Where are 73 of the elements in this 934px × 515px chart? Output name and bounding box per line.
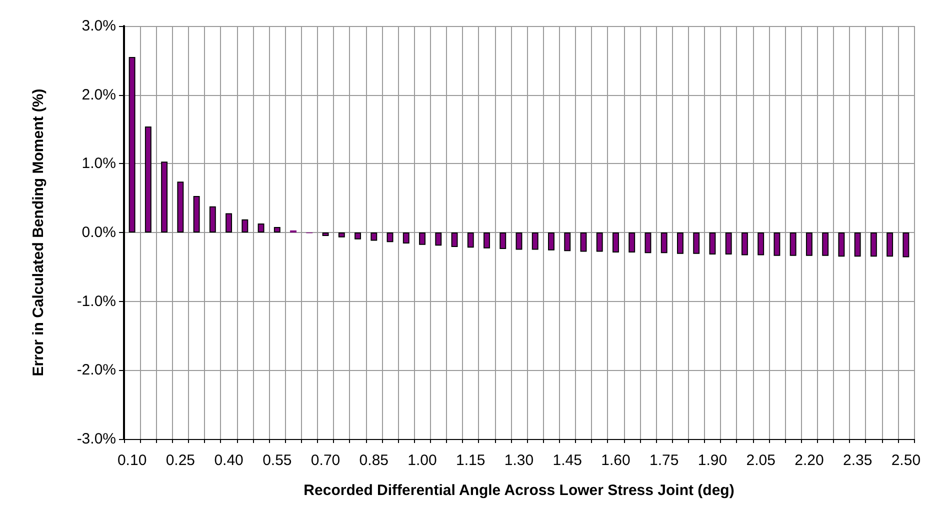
bar <box>209 206 216 232</box>
bar <box>612 232 619 252</box>
bar <box>177 182 184 232</box>
bar <box>161 162 168 232</box>
y-tick-label: -1.0% <box>76 292 116 310</box>
bar <box>758 232 764 256</box>
bar <box>596 232 603 252</box>
bar <box>322 232 329 236</box>
bar <box>484 232 490 248</box>
x-tick-label: 2.20 <box>794 452 824 469</box>
x-tick-label: 1.15 <box>456 452 486 469</box>
bar <box>644 232 652 254</box>
bar <box>274 226 280 232</box>
bar <box>370 232 378 241</box>
bar <box>677 232 684 254</box>
y-tick-label: 0.0% <box>82 224 116 241</box>
x-tick-label: 1.45 <box>552 452 582 469</box>
bar <box>467 232 474 248</box>
y-tick-label: -2.0% <box>76 362 116 379</box>
x-tick-label: 2.05 <box>746 452 776 469</box>
bar <box>386 232 394 242</box>
x-tick-label: 1.90 <box>698 452 728 469</box>
bar <box>516 232 522 250</box>
x-tick-label: 2.50 <box>891 452 921 469</box>
bar <box>870 232 877 257</box>
x-tick-label: 0.40 <box>214 452 244 469</box>
y-tick-label: -3.0% <box>76 430 116 448</box>
bar <box>402 232 410 244</box>
bar <box>354 232 361 240</box>
y-tick-label: 1.0% <box>82 155 116 172</box>
bar <box>709 232 716 255</box>
bar <box>419 232 426 245</box>
x-tick-label: 1.60 <box>601 452 630 469</box>
x-tick-label: 0.55 <box>262 452 292 469</box>
bar <box>902 232 910 258</box>
x-tick-label: 0.10 <box>117 452 147 469</box>
y-tick-label: 2.0% <box>82 86 116 104</box>
y-tick-label: 3.0% <box>82 18 116 34</box>
bar <box>628 232 636 252</box>
x-tick-label: 1.30 <box>504 452 534 469</box>
x-tick-label: 0.85 <box>359 452 388 469</box>
bar <box>725 232 732 255</box>
bar <box>822 232 829 256</box>
x-tick-label: 0.25 <box>166 452 196 469</box>
bar <box>435 232 442 246</box>
x-tick-label: 0.70 <box>310 452 340 469</box>
bar <box>790 232 796 256</box>
x-axis-title: Recorded Differential Angle Across Lower Stress Joint (deg) <box>304 482 734 499</box>
bar <box>660 232 668 254</box>
bar <box>564 232 571 252</box>
bar <box>774 232 780 256</box>
bar <box>451 232 458 247</box>
bar <box>193 196 200 232</box>
x-tick-label: 1.00 <box>408 452 437 469</box>
bar <box>693 232 700 254</box>
y-axis-title: Error in Calculated Bending Moment (%) <box>30 88 47 376</box>
bar <box>226 213 232 232</box>
bar <box>838 232 845 257</box>
bar <box>258 224 264 232</box>
bar <box>548 232 554 250</box>
bar <box>242 219 248 232</box>
bar <box>338 232 345 238</box>
bar <box>854 232 861 257</box>
bar <box>500 232 506 250</box>
bar <box>580 232 587 252</box>
x-tick-label: 2.35 <box>842 452 872 469</box>
bar <box>532 232 538 250</box>
bar <box>741 232 748 256</box>
bar <box>806 232 812 256</box>
bar <box>886 232 894 257</box>
bar <box>144 126 152 232</box>
bar <box>128 56 136 232</box>
x-tick-label: 1.75 <box>650 452 679 469</box>
